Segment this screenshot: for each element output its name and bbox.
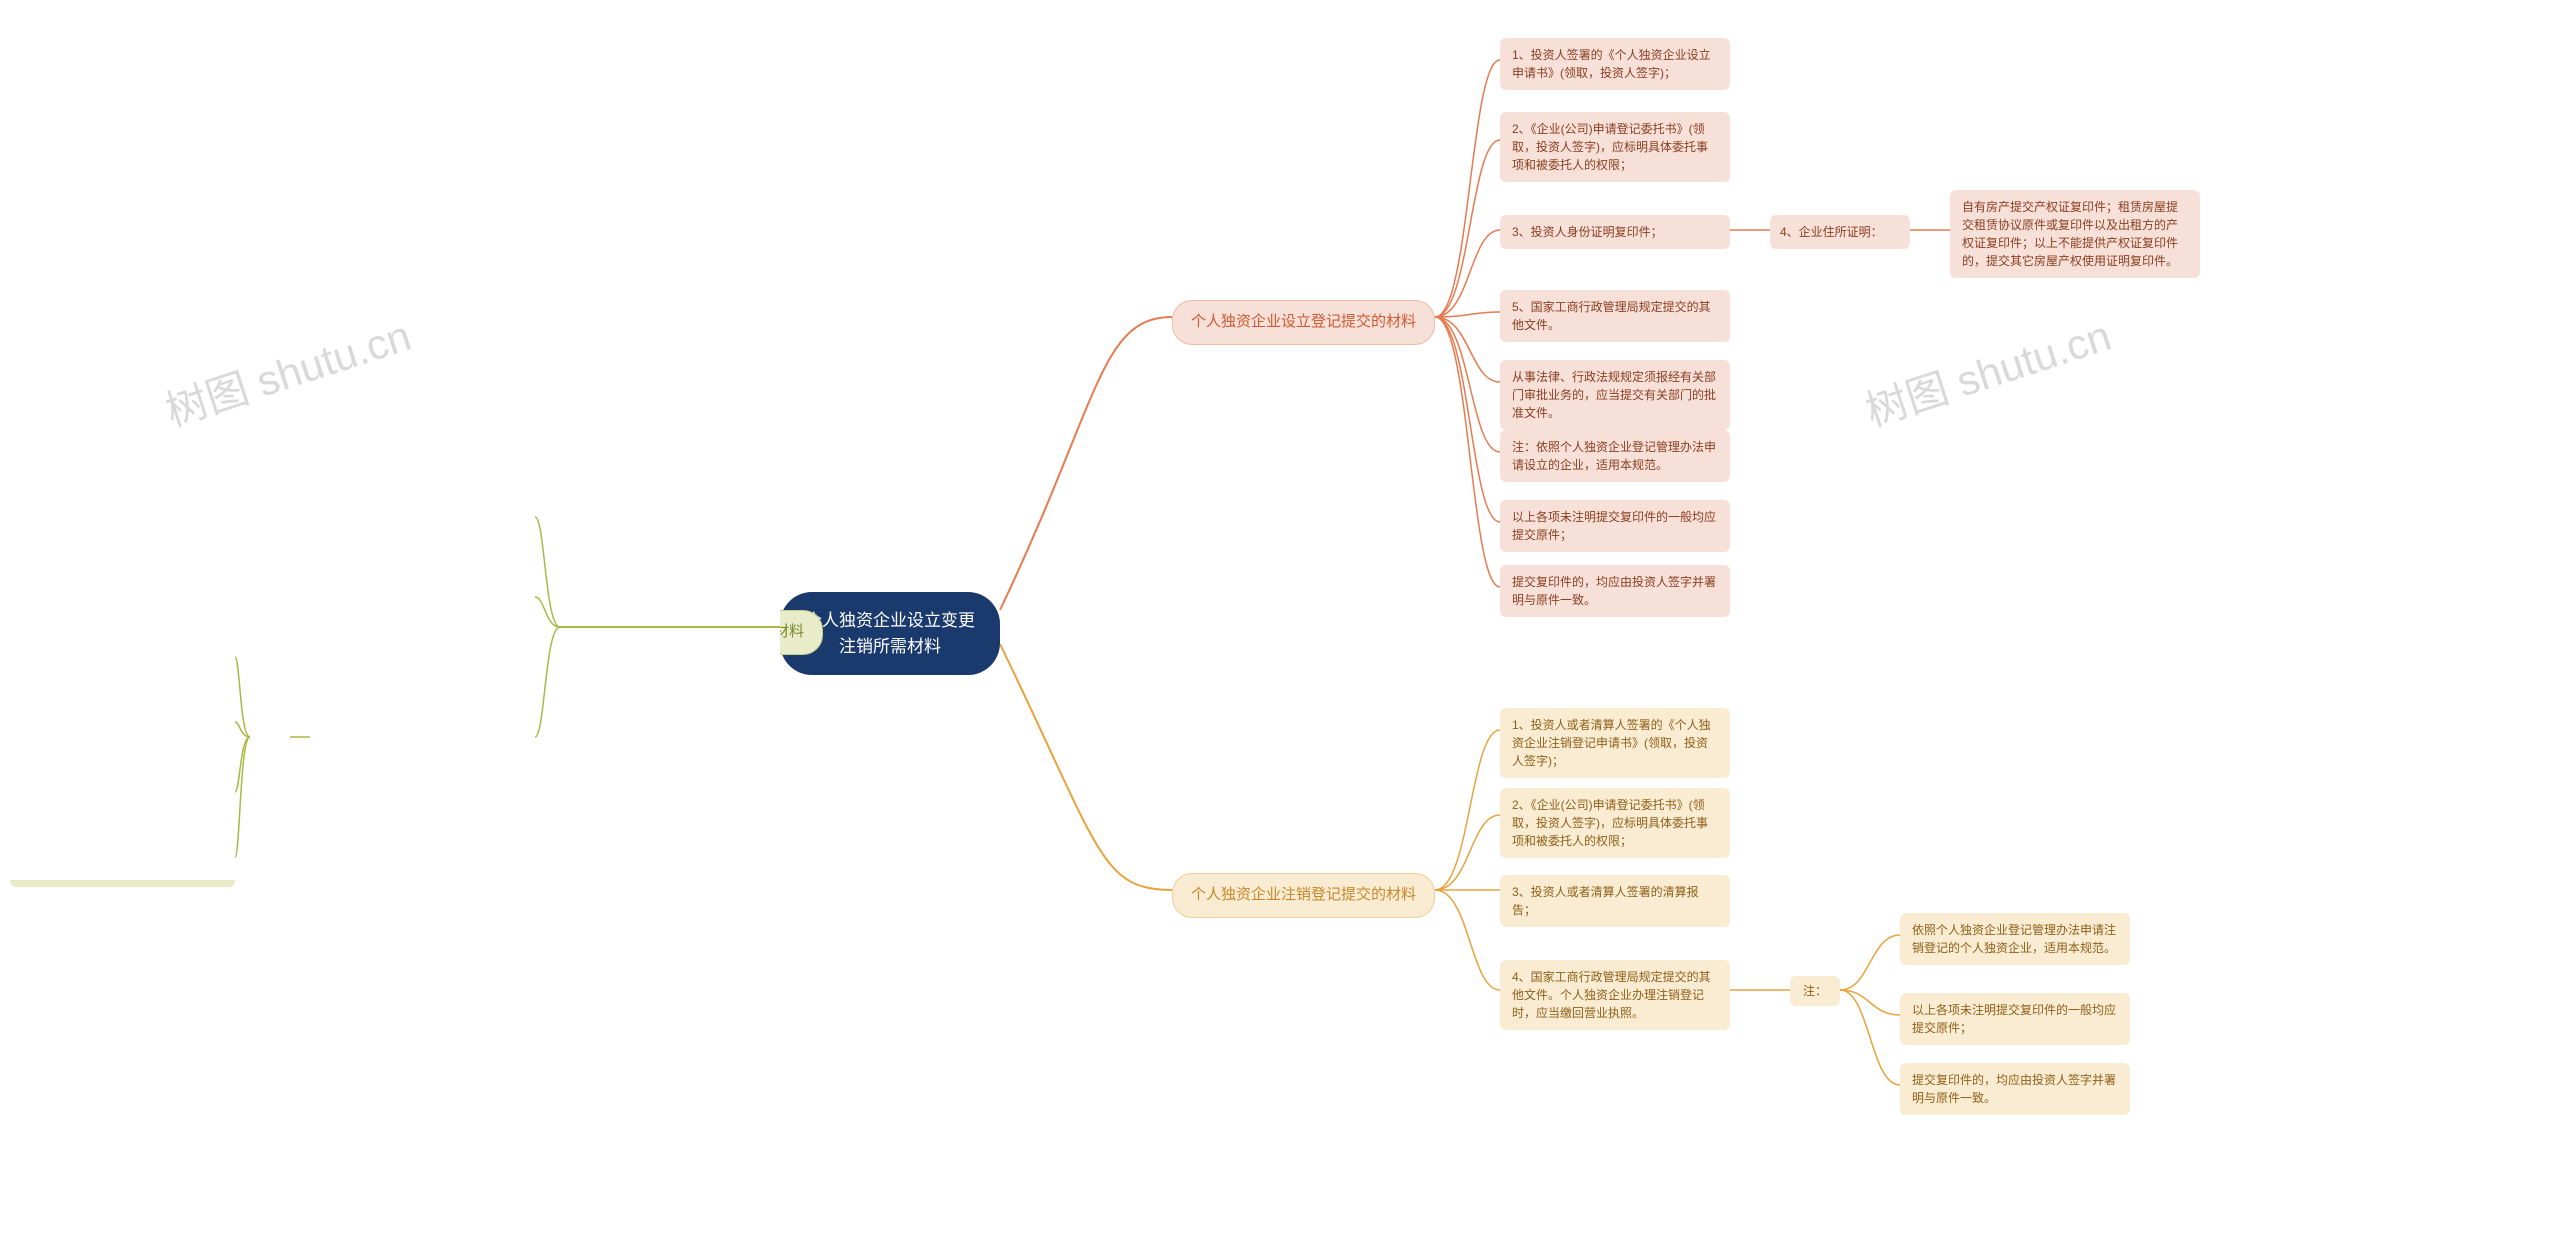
- leaf-change-2: 2、《企业(公司)申请登记委托书》(领取，投资人签字)，应标明具体委托事项和被委…: [310, 570, 535, 640]
- leaf-est-4-detail: 自有房产提交产权证复印件；租赁房屋提交租赁协议原件或复印件以及出租方的产权证复印…: [1950, 190, 2200, 278]
- leaf-est-6: 从事法律、行政法规规定须报经有关部门审批业务的，应当提交有关部门的批准文件。: [1500, 360, 1730, 430]
- leaf-change-3: 3、国家工商行政管理局规定提交的其他文件。: [310, 715, 535, 767]
- leaf-est-5: 5、国家工商行政管理局规定提交的其他文件。: [1500, 290, 1730, 342]
- leaf-change-note-1: 从事法律、行政法规规定须报经有关部门审批的业务的，应当提交有关部门的批准文件。: [10, 635, 235, 705]
- leaf-est-9: 提交复印件的，均应由投资人签字并署明与原件一致。: [1500, 565, 1730, 617]
- branch-cancel: 个人独资企业注销登记提交的材料: [1172, 873, 1435, 918]
- leaf-est-3: 3、投资人身份证明复印件；: [1500, 215, 1730, 249]
- leaf-est-1: 1、投资人签署的《个人独资企业设立申请书》(领取，投资人签字)；: [1500, 38, 1730, 90]
- leaf-cancel-2: 2、《企业(公司)申请登记委托书》(领取，投资人签字)，应标明具体委托事项和被委…: [1500, 788, 1730, 858]
- leaf-change-note-3: 以上各项未注明提交复印件的一般均应提交原件；: [10, 770, 235, 822]
- leaf-change-note-2: 依照个人独资企业登记管理办法申请变更的个人独资企业，适用本规范。: [10, 700, 235, 752]
- leaf-cancel-4: 4、国家工商行政管理局规定提交的其他文件。个人独资企业办理注销登记时，应当缴回营…: [1500, 960, 1730, 1030]
- leaf-est-8: 以上各项未注明提交复印件的一般均应提交原件；: [1500, 500, 1730, 552]
- branch-establish: 个人独资企业设立登记提交的材料: [1172, 300, 1435, 345]
- watermark: 树图 shutu.cn: [1857, 302, 2118, 439]
- leaf-cancel-note-3: 提交复印件的，均应由投资人签字并署明与原件一致。: [1900, 1063, 2130, 1115]
- leaf-est-2: 2、《企业(公司)申请登记委托书》(领取，投资人签字)，应标明具体委托事项和被委…: [1500, 112, 1730, 182]
- watermark: 树图 shutu.cn: [157, 302, 418, 439]
- note-label-left: 注：: [250, 722, 290, 748]
- leaf-change-1: 1、投资人签署的《个人独资企业变更登记申请书》(领取，投资人签字)；: [310, 495, 535, 547]
- leaf-cancel-1: 1、投资人或者清算人签署的《个人独资企业注销登记申请书》(领取，投资人签字)；: [1500, 708, 1730, 778]
- leaf-cancel-note-2: 以上各项未注明提交复印件的一般均应提交原件；: [1900, 993, 2130, 1045]
- branch-change: 个人独资企业变更登记提交的材料: [560, 610, 823, 655]
- leaf-cancel-note-1: 依照个人独资企业登记管理办法申请注销登记的个人独资企业，适用本规范。: [1900, 913, 2130, 965]
- leaf-cancel-3: 3、投资人或者清算人签署的清算报告；: [1500, 875, 1730, 927]
- note-label-cancel: 注：: [1790, 976, 1840, 1006]
- leaf-est-7: 注：依照个人独资企业登记管理办法申请设立的企业，适用本规范。: [1500, 430, 1730, 482]
- leaf-change-note-4: 提交复印件的，均应由投资人签字并署明与原件一致。: [10, 835, 235, 887]
- leaf-est-4-label: 4、企业住所证明：: [1770, 215, 1910, 249]
